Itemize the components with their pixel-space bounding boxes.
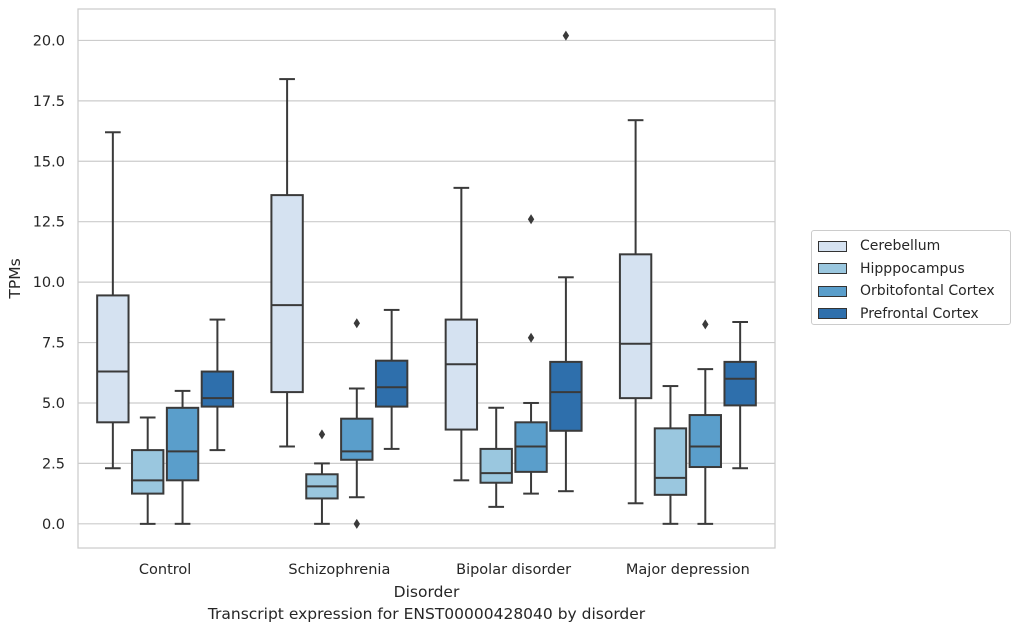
legend-swatch — [818, 240, 847, 252]
outlier-point — [527, 214, 535, 225]
x-axis-ticks: Control Schizophrenia Bipolar disorder Majo… — [139, 562, 750, 578]
box-0-2 — [444, 186, 479, 482]
box-1-0 — [131, 416, 165, 525]
outlier-point — [353, 518, 360, 529]
box-3-2 — [549, 30, 583, 493]
box-3-0 — [200, 318, 235, 452]
box-body — [131, 449, 165, 495]
legend-item-cerebellum: Cerebellum — [818, 235, 1010, 258]
box-body — [444, 318, 479, 431]
box-body — [653, 427, 688, 496]
box-body — [479, 447, 513, 484]
legend: Cerebellum Hipppocampus Orbitofontal Cor… — [811, 230, 1011, 325]
outlier-point — [702, 319, 709, 330]
legend-label: Orbitofontal Cortex — [860, 283, 995, 300]
box-3-1 — [374, 308, 409, 450]
y-tick-label: 15.0 — [33, 154, 65, 170]
y-tick-label: 0.0 — [42, 517, 65, 533]
box-body — [618, 253, 653, 400]
box-series — [96, 30, 757, 529]
outlier-point — [527, 332, 535, 343]
box-0-3 — [618, 119, 653, 505]
y-tick-label: 20.0 — [33, 33, 65, 49]
y-tick-label: 12.5 — [33, 215, 65, 231]
box-2-2 — [514, 214, 548, 495]
box-3-3 — [723, 321, 757, 470]
legend-swatch — [818, 263, 847, 275]
y-axis-ticks: 0.0 2.5 5.0 7.5 10.0 12.5 15.0 17.5 20.0 — [33, 33, 65, 532]
x-tick-label: Schizophrenia — [288, 562, 390, 578]
box-2-1 — [340, 318, 374, 529]
legend-label: Prefrontal Cortex — [860, 305, 979, 322]
box-0-0 — [96, 131, 130, 470]
legend-label: Cerebellum — [860, 238, 941, 255]
box-body — [165, 406, 200, 482]
y-tick-label: 2.5 — [42, 456, 65, 472]
legend-label: Hipppocampus — [860, 260, 965, 277]
legend-swatch — [818, 308, 847, 320]
x-tick-label: Bipolar disorder — [456, 562, 571, 578]
x-tick-label: Control — [139, 562, 191, 578]
box-body — [374, 359, 409, 408]
outlier-point — [353, 318, 360, 329]
box-1-3 — [653, 385, 688, 525]
figure-caption: Transcript expression for ENST0000042804… — [207, 605, 646, 623]
x-tick-label: Major depression — [626, 562, 750, 578]
legend-swatch — [818, 285, 847, 297]
legend-item-orbitofrontal-cortex: Orbitofontal Cortex — [818, 280, 1010, 303]
legend-item-hippocampus: Hipppocampus — [818, 258, 1010, 281]
box-1-2 — [479, 406, 513, 508]
y-tick-label: 5.0 — [42, 396, 65, 412]
box-0-1 — [270, 78, 304, 448]
x-axis-label: Disorder — [394, 583, 460, 601]
y-tick-label: 17.5 — [33, 94, 65, 110]
legend-item-prefrontal-cortex: Prefrontal Cortex — [818, 303, 1010, 326]
box-body — [200, 370, 235, 408]
box-body — [96, 294, 130, 424]
y-axis-label: TPMs — [6, 258, 24, 299]
plot-frame — [77, 8, 776, 549]
outlier-point — [318, 429, 326, 440]
box-2-3 — [688, 319, 722, 525]
box-body — [723, 360, 757, 407]
y-tick-label: 7.5 — [42, 336, 65, 352]
box-body — [549, 360, 583, 432]
y-tick-label: 10.0 — [33, 275, 65, 291]
box-1-1 — [305, 429, 339, 525]
box-body — [270, 194, 304, 394]
box-2-0 — [165, 389, 200, 525]
box-body — [340, 417, 374, 461]
outlier-point — [562, 30, 570, 41]
box-body — [688, 414, 722, 469]
